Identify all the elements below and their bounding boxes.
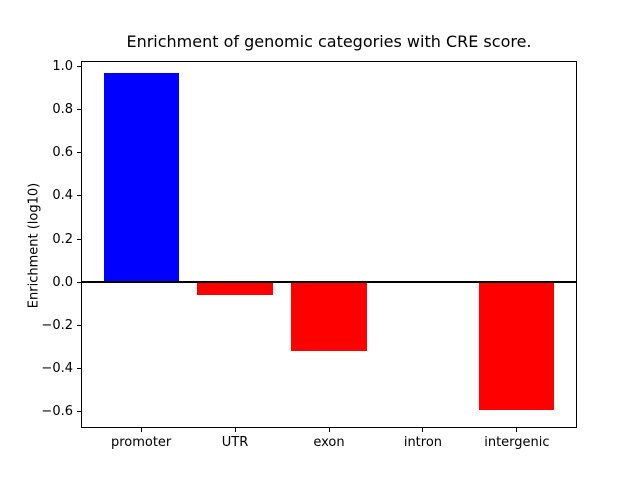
y-tick-mark [77, 152, 81, 154]
y-tick-label: 0.4 [52, 188, 73, 204]
x-tick-mark [516, 428, 518, 432]
y-tick-mark [77, 195, 81, 197]
y-tick-label: 0.6 [52, 145, 73, 161]
y-tick-label: 1.0 [52, 58, 73, 74]
x-tick-label-UTR: UTR [221, 435, 249, 450]
bar-promoter [103, 72, 179, 283]
y-tick-mark [77, 238, 81, 240]
y-tick-label: 0.2 [52, 231, 73, 247]
y-tick-label: −0.2 [41, 317, 73, 333]
axes-frame [81, 61, 577, 428]
x-tick-mark [422, 428, 424, 432]
y-tick-mark [77, 109, 81, 111]
y-tick-mark [77, 411, 81, 413]
y-tick-mark [77, 65, 81, 67]
x-tick-mark [234, 428, 236, 432]
x-tick-mark [328, 428, 330, 432]
zero-line [81, 281, 577, 284]
x-tick-label-intron: intron [403, 435, 443, 450]
y-tick-label: 0.8 [52, 102, 73, 118]
x-tick-label-intergenic: intergenic [484, 435, 550, 450]
x-tick-mark [140, 428, 142, 432]
y-tick-mark [77, 324, 81, 326]
x-tick-label-promoter: promoter [110, 435, 172, 450]
x-tick-label-exon: exon [313, 435, 345, 450]
plot-area [81, 61, 577, 428]
y-tick-mark [77, 281, 81, 283]
bar-intergenic [479, 282, 555, 410]
y-tick-label: 0.0 [52, 274, 73, 290]
y-tick-label: −0.6 [41, 404, 73, 420]
y-tick-mark [77, 368, 81, 370]
chart-title: Enrichment of genomic categories with CR… [126, 32, 532, 51]
bar-exon [291, 282, 367, 352]
bar-UTR [197, 282, 273, 296]
y-tick-label: −0.4 [41, 361, 73, 377]
